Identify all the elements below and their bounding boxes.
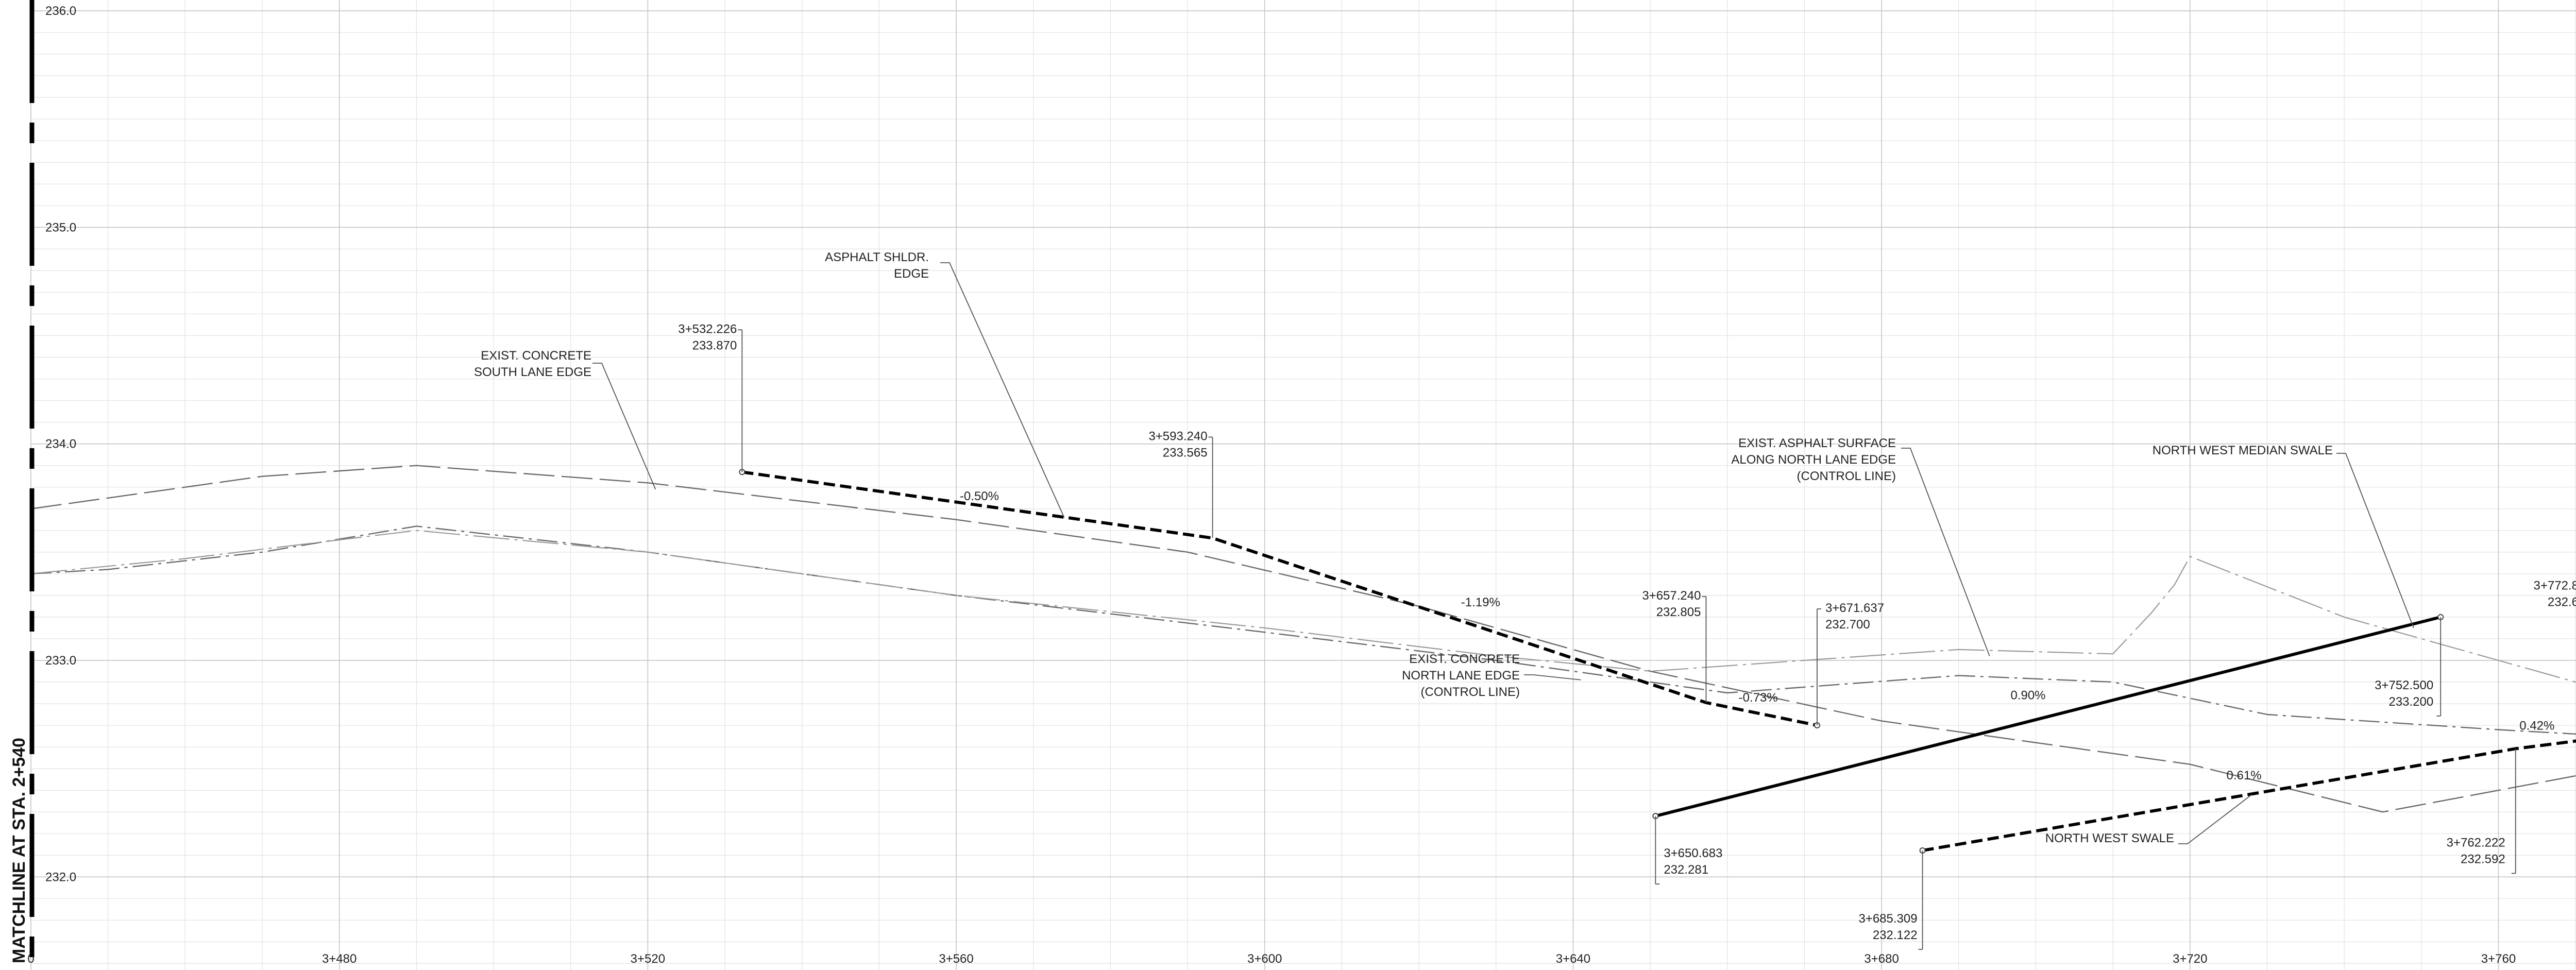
x-tick-label: 3+680 <box>1864 952 1899 966</box>
callout-label: (CONTROL LINE) <box>1421 685 1520 699</box>
callout-label: NORTH WEST SWALE <box>2045 831 2174 845</box>
profile-line-4 <box>1655 615 2441 818</box>
callout-leaders <box>592 262 2516 950</box>
station-label: 3+671.637 <box>1825 601 1884 615</box>
profile-line-1 <box>30 525 2576 735</box>
x-tick-label: 3+480 <box>322 952 357 966</box>
y-tick-label-left: 235.0 <box>45 220 76 234</box>
station-label: 233.565 <box>1163 446 1208 460</box>
callout-leader <box>592 363 656 490</box>
station-label: 3+762.222 <box>2447 836 2505 849</box>
major-grid <box>30 0 2576 970</box>
callout-label: EDGE <box>894 267 929 281</box>
x-tick-label: 3+720 <box>2173 952 2207 966</box>
callout-label: ASPHALT SHLDR. <box>825 250 929 264</box>
callout-label: EXIST. ASPHALT SURFACE <box>1738 436 1896 450</box>
station-label: 232.592 <box>2461 852 2505 866</box>
station-label: 3+650.683 <box>1664 846 1722 860</box>
station-label: 232.122 <box>1873 928 1918 942</box>
callout-leader <box>940 262 1065 518</box>
station-label: 3+752.500 <box>2375 678 2433 692</box>
callout-label: NORTH LANE EDGE <box>1402 669 1520 683</box>
callout-leader <box>1901 448 1990 656</box>
callout-label: EXIST. CONCRETE <box>481 349 591 363</box>
callout-label: NORTH WEST MEDIAN SWALE <box>2153 444 2333 457</box>
callout-leader <box>2178 794 2252 844</box>
grade-label: 0.61% <box>2227 769 2262 782</box>
profile-line-5 <box>1922 739 2576 852</box>
station-label: 3+657.240 <box>1642 589 1701 603</box>
profile-line-0 <box>30 465 2576 813</box>
station-label: 232.281 <box>1664 863 1708 877</box>
profile-line-3 <box>741 470 1818 727</box>
callout-label: (CONTROL LINE) <box>1797 469 1896 483</box>
matchline-label: MATCHLINE AT STA. 2+540 <box>9 738 29 963</box>
station-label: 232.700 <box>1825 618 1870 632</box>
y-tick-label-left: 232.0 <box>45 870 76 884</box>
station-label: 3+532.226 <box>678 322 737 336</box>
station-label: 232.805 <box>1656 605 1701 619</box>
callout-leader <box>2336 453 2414 628</box>
y-tick-label-left: 236.0 <box>45 4 76 18</box>
callout-leader <box>1524 674 1581 680</box>
station-label: 233.870 <box>692 338 737 352</box>
station-label: 232.637 <box>2548 595 2576 609</box>
callout-label: ALONG NORTH LANE EDGE <box>1731 453 1896 467</box>
station-label: 233.200 <box>2388 695 2433 709</box>
callout-label: EXIST. CONCRETE <box>1409 652 1520 666</box>
station-label: 3+593.240 <box>1148 429 1207 443</box>
profile-lines <box>30 465 2576 854</box>
annotation-text: -0.50% -1.19% -0.73% 0.90% 0.61% 0.42% 3+532.2… <box>474 250 2576 942</box>
y-tick-label-left: 234.0 <box>45 437 76 451</box>
grade-label: 0.42% <box>2519 719 2554 733</box>
x-tick-label: 3+640 <box>1556 952 1590 966</box>
x-tick-label: 3+560 <box>939 952 973 966</box>
grade-label: -0.50% <box>960 489 999 503</box>
y-tick-label-left: 233.0 <box>45 654 76 668</box>
callout-label: SOUTH LANE EDGE <box>474 365 591 379</box>
x-tick-label: 3+520 <box>631 952 665 966</box>
matchline: MATCHLINE AT STA. 2+540 <box>9 0 35 970</box>
grade-label: 0.90% <box>2010 689 2045 703</box>
station-label: 3+685.309 <box>1858 912 1917 926</box>
axis-labels: 0 3+480 3+520 3+560 3+600 3+640 3+680 3+720 3+76… <box>27 4 2516 966</box>
x-tick-label: 3+760 <box>2481 952 2516 966</box>
grade-label: -1.19% <box>1461 595 1500 609</box>
x-tick-label: 3+600 <box>1247 952 1282 966</box>
station-label: 3+772.838 <box>2534 579 2576 593</box>
grade-label: -0.73% <box>1739 691 1778 705</box>
profile-line-2 <box>30 530 2576 683</box>
